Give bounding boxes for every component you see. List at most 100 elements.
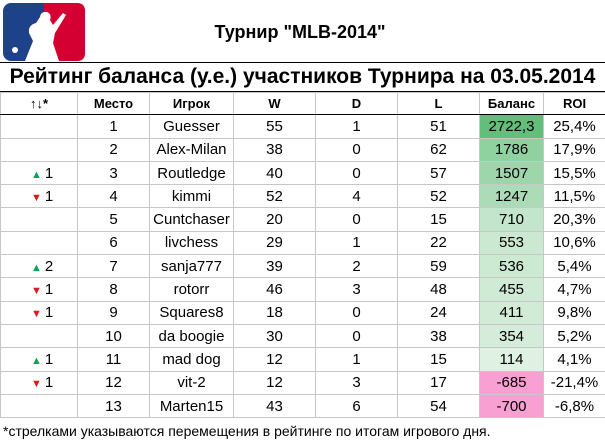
cell-l: 17 (397, 370, 480, 395)
cell-w: 20 (233, 207, 316, 232)
cell-place: 8 (77, 277, 150, 302)
cell-l: 52 (397, 184, 480, 209)
col-header-l: L (397, 91, 480, 116)
col-header-place: Место (77, 91, 150, 116)
col-header-d: D (315, 91, 398, 116)
cell-place: 2 (77, 137, 150, 162)
cell-roi: 11,5% (543, 184, 605, 209)
move-value: 1 (44, 187, 54, 205)
table-row: ▼ 1 8 rotorr 46 3 48 455 4,7% (0, 277, 605, 302)
rating-table: ↑↓* Место Игрок W D L Баланс ROI 1 Guesse… (0, 91, 605, 419)
table-row: 2 Alex-Milan 38 0 62 1786 17,9% (0, 137, 605, 162)
cell-move (0, 393, 78, 419)
cell-roi: 17,9% (543, 137, 605, 162)
cell-d: 0 (315, 300, 398, 325)
cell-player: Routledge (149, 160, 234, 186)
col-header-balance: Баланс (479, 91, 544, 116)
cell-d: 2 (315, 254, 398, 279)
cell-balance: 114 (479, 347, 544, 372)
page-title: Турнир "MLB-2014" (214, 21, 386, 42)
cell-move (0, 207, 78, 232)
table-row: ▲ 2 7 sanja777 39 2 59 536 5,4% (0, 254, 605, 279)
cell-roi: 4,1% (543, 347, 605, 372)
cell-place: 4 (77, 184, 150, 209)
cell-place: 3 (77, 160, 150, 186)
cell-player: da boogie (149, 323, 234, 349)
cell-move (0, 230, 78, 256)
table-row: ▼ 1 4 kimmi 52 4 52 1247 11,5% (0, 184, 605, 209)
cell-balance: 1786 (479, 137, 544, 162)
cell-place: 1 (77, 114, 150, 139)
cell-player: Cuntchaser (149, 207, 234, 232)
arrow-down-icon: ▼ (31, 308, 42, 321)
arrow-up-icon: ▲ (31, 354, 42, 367)
move-value: 1 (44, 164, 54, 182)
cell-player: sanja777 (149, 254, 234, 279)
table-row: ▲ 1 3 Routledge 40 0 57 1507 15,5% (0, 160, 605, 186)
cell-d: 0 (315, 160, 398, 186)
arrow-down-icon: ▼ (31, 285, 42, 298)
cell-balance: 455 (479, 277, 544, 302)
table-row: ▼ 1 9 Squares8 18 0 24 411 9,8% (0, 300, 605, 325)
cell-balance: -685 (479, 370, 544, 395)
cell-l: 59 (397, 254, 480, 279)
col-header-roi: ROI (543, 91, 605, 116)
cell-roi: 15,5% (543, 160, 605, 186)
cell-balance: 553 (479, 230, 544, 256)
table-row: 5 Cuntchaser 20 0 15 710 20,3% (0, 207, 605, 232)
arrow-down-icon: ▼ (31, 378, 42, 391)
cell-l: 54 (397, 393, 480, 419)
col-header-w: W (233, 91, 316, 116)
cell-move (0, 137, 78, 162)
cell-l: 48 (397, 277, 480, 302)
cell-player: kimmi (149, 184, 234, 209)
cell-move: ▲ 1 (0, 347, 78, 372)
cell-l: 62 (397, 137, 480, 162)
cell-d: 6 (315, 393, 398, 419)
cell-l: 24 (397, 300, 480, 325)
cell-move: ▲ 1 (0, 160, 78, 186)
cell-w: 39 (233, 254, 316, 279)
cell-place: 9 (77, 300, 150, 325)
cell-move (0, 323, 78, 349)
cell-place: 13 (77, 393, 150, 419)
cell-balance: 2722,3 (479, 114, 544, 139)
cell-d: 0 (315, 207, 398, 232)
cell-w: 29 (233, 230, 316, 256)
cell-balance: 411 (479, 300, 544, 325)
cell-w: 43 (233, 393, 316, 419)
cell-place: 10 (77, 323, 150, 349)
cell-player: mad dog (149, 347, 234, 372)
cell-move (0, 114, 78, 139)
cell-w: 30 (233, 323, 316, 349)
cell-d: 1 (315, 114, 398, 139)
table-row: ▲ 1 11 mad dog 12 1 15 114 4,1% (0, 347, 605, 372)
cell-balance: 710 (479, 207, 544, 232)
cell-d: 0 (315, 323, 398, 349)
cell-l: 15 (397, 207, 480, 232)
cell-balance: 1507 (479, 160, 544, 186)
col-header-move: ↑↓* (0, 91, 78, 116)
cell-w: 18 (233, 300, 316, 325)
cell-player: vit-2 (149, 370, 234, 395)
table-row: 10 da boogie 30 0 38 354 5,2% (0, 323, 605, 349)
cell-roi: -21,4% (543, 370, 605, 395)
move-value: 1 (44, 374, 54, 392)
cell-place: 5 (77, 207, 150, 232)
cell-d: 0 (315, 137, 398, 162)
cell-l: 57 (397, 160, 480, 186)
cell-roi: 5,2% (543, 323, 605, 349)
cell-place: 12 (77, 370, 150, 395)
col-header-player: Игрок (149, 91, 234, 116)
cell-move: ▼ 1 (0, 370, 78, 395)
cell-place: 11 (77, 347, 150, 372)
cell-roi: 4,7% (543, 277, 605, 302)
cell-l: 15 (397, 347, 480, 372)
cell-w: 52 (233, 184, 316, 209)
cell-roi: 20,3% (543, 207, 605, 232)
cell-player: Squares8 (149, 300, 234, 325)
cell-l: 38 (397, 323, 480, 349)
cell-l: 22 (397, 230, 480, 256)
table-row: 13 Marten15 43 6 54 -700 -6,8% (0, 393, 605, 419)
